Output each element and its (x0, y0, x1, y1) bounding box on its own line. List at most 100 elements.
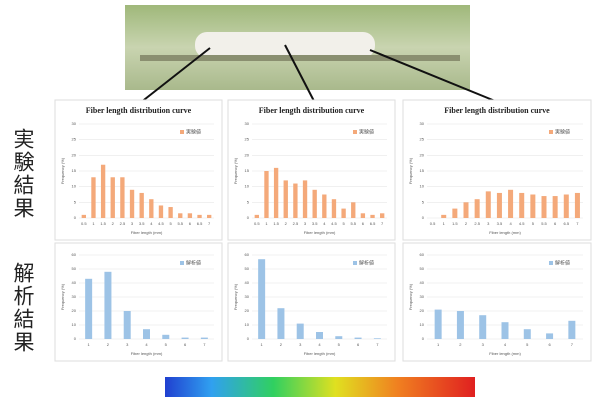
x-tick-label: 5 (338, 342, 341, 347)
y-tick-label: 30 (245, 121, 250, 126)
x-axis-label: Fiber length (mm) (131, 230, 163, 235)
bar (312, 189, 317, 218)
x-tick-label: 0.5 (254, 221, 260, 226)
x-tick-label: 4 (509, 221, 512, 226)
bar (354, 337, 362, 339)
bar (552, 196, 558, 218)
y-tick-label: 40 (245, 280, 250, 285)
y-tick-label: 0 (247, 215, 250, 220)
y-tick-label: 30 (420, 294, 425, 299)
y-tick-label: 30 (420, 121, 425, 126)
bar (508, 189, 514, 218)
y-tick-label: 10 (420, 184, 425, 189)
bar (546, 333, 554, 339)
bar (264, 171, 269, 218)
bar (452, 208, 458, 218)
y-tick-label: 5 (247, 199, 250, 204)
x-tick-label: 1 (265, 221, 268, 226)
side-label: 解析結果 (11, 262, 35, 354)
y-tick-label: 0 (247, 336, 250, 341)
bar (104, 271, 112, 339)
bar (335, 336, 343, 339)
x-tick-label: 3 (131, 221, 134, 226)
chart-frame (227, 99, 396, 241)
bar (373, 338, 381, 339)
bar (85, 278, 93, 339)
bar (181, 337, 189, 339)
chart-frame (402, 99, 592, 241)
x-tick-label: 3.5 (139, 221, 145, 226)
bar (81, 214, 86, 218)
y-tick-label: 0 (74, 215, 77, 220)
y-tick-label: 20 (420, 152, 425, 157)
y-tick-label: 30 (72, 121, 77, 126)
bar (302, 180, 308, 218)
y-tick-label: 60 (420, 252, 425, 257)
bar (162, 334, 170, 339)
bar (293, 183, 298, 218)
y-tick-label: 30 (72, 294, 77, 299)
x-axis-label: Fiber length (mm) (489, 351, 521, 356)
bar (456, 311, 464, 339)
x-tick-label: 7 (381, 221, 384, 226)
x-tick-label: 4 (318, 342, 321, 347)
x-tick-label: 5 (526, 342, 529, 347)
legend-swatch (353, 261, 357, 265)
bar (574, 192, 580, 218)
y-tick-label: 40 (72, 280, 77, 285)
bar (434, 309, 442, 339)
y-tick-label: 10 (420, 322, 425, 327)
y-tick-label: 15 (420, 168, 425, 173)
legend-swatch (353, 130, 357, 134)
x-tick-label: 2 (280, 342, 283, 347)
x-tick-label: 6 (548, 342, 551, 347)
x-tick-label: 1 (92, 221, 95, 226)
y-tick-label: 10 (245, 322, 250, 327)
x-tick-label: 5 (169, 221, 172, 226)
legend-label: 実験値 (359, 128, 374, 135)
y-tick-label: 25 (72, 137, 77, 142)
y-tick-label: 50 (245, 266, 250, 271)
x-tick-label: 1.5 (100, 221, 106, 226)
x-tick-label: 4.5 (519, 221, 525, 226)
photo-rail (140, 55, 460, 61)
x-tick-label: 1 (443, 221, 446, 226)
x-tick-label: 6.5 (197, 221, 203, 226)
bar (178, 213, 183, 218)
bar (463, 202, 469, 218)
x-axis-label: Fiber length (mm) (304, 230, 336, 235)
y-tick-label: 25 (245, 137, 250, 142)
legend-swatch (180, 130, 184, 134)
x-tick-label: 0.5 (81, 221, 87, 226)
x-tick-label: 6 (362, 221, 365, 226)
bar (322, 194, 327, 218)
bar (91, 177, 96, 218)
bar (380, 213, 385, 218)
x-axis-label: Fiber length (mm) (304, 351, 336, 356)
arrows (139, 44, 501, 104)
bar (474, 199, 480, 218)
y-tick-label: 10 (72, 322, 77, 327)
x-tick-label: 2 (459, 342, 462, 347)
y-axis-label: Frequency (%) (233, 283, 238, 310)
x-tick-label: 5 (165, 342, 168, 347)
bar (120, 177, 125, 218)
bar (187, 213, 193, 218)
chart-frame (402, 242, 592, 362)
legend-label: 実験値 (555, 128, 570, 135)
y-axis-label: Frequency (%) (408, 157, 413, 184)
bar (283, 180, 288, 218)
x-tick-label: 7 (571, 342, 574, 347)
y-axis-label: Frequency (%) (233, 157, 238, 184)
bar (530, 194, 536, 218)
y-tick-label: 10 (72, 184, 77, 189)
x-tick-label: 6 (554, 221, 557, 226)
bar (100, 164, 106, 218)
x-tick-label: 5.5 (177, 221, 183, 226)
y-tick-label: 20 (72, 152, 77, 157)
x-tick-label: 6 (357, 342, 360, 347)
x-axis-label: Fiber length (mm) (489, 230, 521, 235)
x-tick-label: 1 (261, 342, 264, 347)
bar (258, 259, 266, 339)
